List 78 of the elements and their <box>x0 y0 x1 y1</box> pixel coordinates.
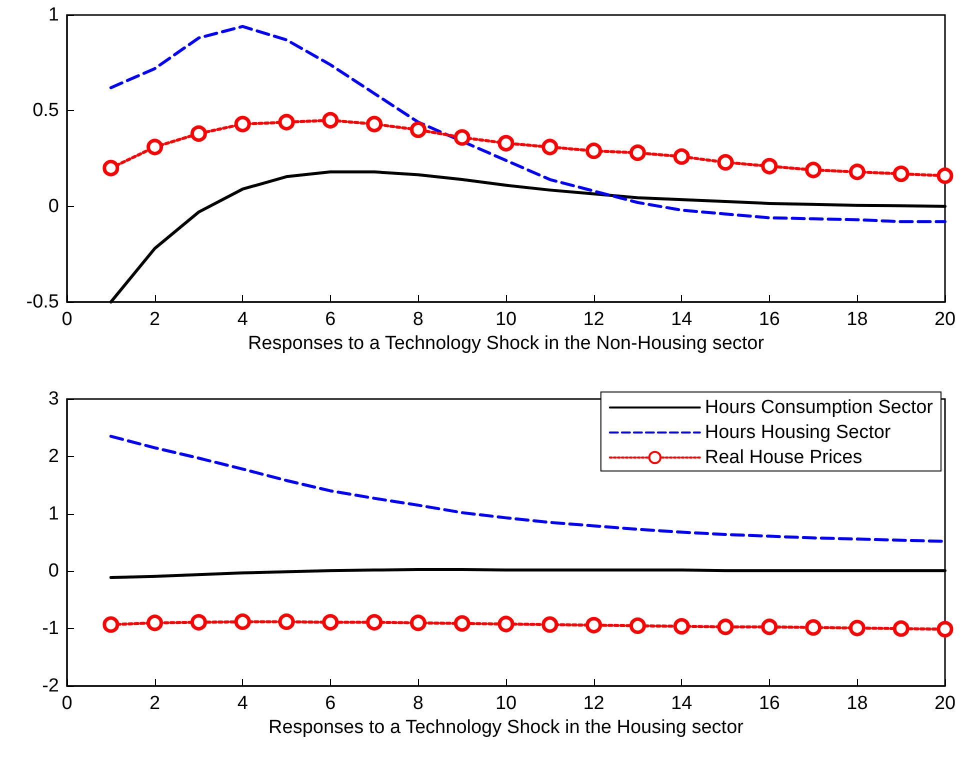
x-tick-label: 10 <box>495 309 517 330</box>
x-tick-label: 14 <box>671 693 693 714</box>
point <box>542 616 558 633</box>
point <box>190 125 207 142</box>
y-tick-label: -0.5 <box>26 292 59 312</box>
point <box>805 619 822 636</box>
point <box>278 114 295 130</box>
line-series <box>109 24 946 224</box>
point <box>629 144 646 162</box>
point <box>892 166 910 182</box>
point <box>542 138 558 156</box>
point <box>586 616 602 634</box>
x-tick-label: 14 <box>671 309 693 330</box>
x-tick-label: 20 <box>934 309 956 330</box>
point <box>717 618 734 636</box>
point <box>322 614 339 631</box>
y-tick-label: -1 <box>42 618 59 640</box>
point <box>498 134 514 152</box>
y-tick-label: 3 <box>48 388 59 410</box>
x-tick-label: 8 <box>412 309 424 330</box>
point <box>366 614 383 631</box>
x-tick-label: 20 <box>934 693 956 714</box>
y-tick-label: 0 <box>48 196 59 217</box>
legend-label: Real House Prices <box>704 447 862 468</box>
point <box>892 620 910 637</box>
x-tick-label: 2 <box>150 693 160 714</box>
point <box>673 618 690 635</box>
x-tick-label: 0 <box>62 309 72 330</box>
x-tick-label: 6 <box>325 309 336 330</box>
point <box>190 614 207 631</box>
y-tick-label: 1 <box>48 4 59 26</box>
x-tick-label: 6 <box>325 693 336 714</box>
legend-label: Hours Consumption Sector <box>704 397 934 418</box>
y-tick-label: 0.5 <box>32 100 59 122</box>
y-tick-label: 2 <box>48 446 59 467</box>
point <box>629 617 646 634</box>
point <box>234 116 251 132</box>
point <box>322 112 339 128</box>
point <box>498 616 514 632</box>
y-tick-label: -2 <box>42 676 59 696</box>
point <box>586 142 602 160</box>
point <box>102 616 120 633</box>
x-tick-label: 0 <box>62 693 72 714</box>
point <box>717 154 734 171</box>
point <box>102 160 120 176</box>
legend-label: Hours Housing Sector <box>704 422 892 443</box>
point <box>410 122 426 138</box>
y-tick-label: 0 <box>48 560 59 582</box>
x-tick-label: 2 <box>150 309 160 330</box>
x-tick-label: 8 <box>412 693 424 714</box>
x-tick-label: 18 <box>846 693 868 714</box>
point <box>278 613 295 630</box>
x-tick-label: 18 <box>846 309 868 330</box>
x-tick-label: 10 <box>495 693 517 714</box>
y-tick-label: 1 <box>48 503 59 524</box>
x-tick-label: 16 <box>758 693 780 714</box>
point <box>454 615 470 632</box>
point <box>761 158 778 174</box>
point <box>848 620 866 636</box>
point <box>848 164 866 180</box>
x-tick-label: 12 <box>583 309 604 330</box>
point <box>146 138 164 156</box>
point <box>234 613 251 630</box>
point <box>805 162 822 178</box>
point <box>936 167 954 184</box>
point <box>454 129 470 146</box>
point <box>761 618 778 636</box>
point <box>366 116 383 132</box>
x-tick-label: 4 <box>237 693 248 714</box>
x-axis-title: Responses to a Technology Shock in the Housing sector <box>268 716 744 738</box>
x-axis-title: Responses to a Technology Shock in the Non-Housing sector <box>248 332 765 354</box>
point <box>146 614 164 632</box>
x-tick-label: 4 <box>237 309 248 330</box>
x-tick-label: 16 <box>758 309 780 330</box>
point <box>410 614 426 632</box>
x-tick-label: 12 <box>583 693 604 714</box>
point <box>936 620 954 638</box>
point <box>673 148 690 165</box>
